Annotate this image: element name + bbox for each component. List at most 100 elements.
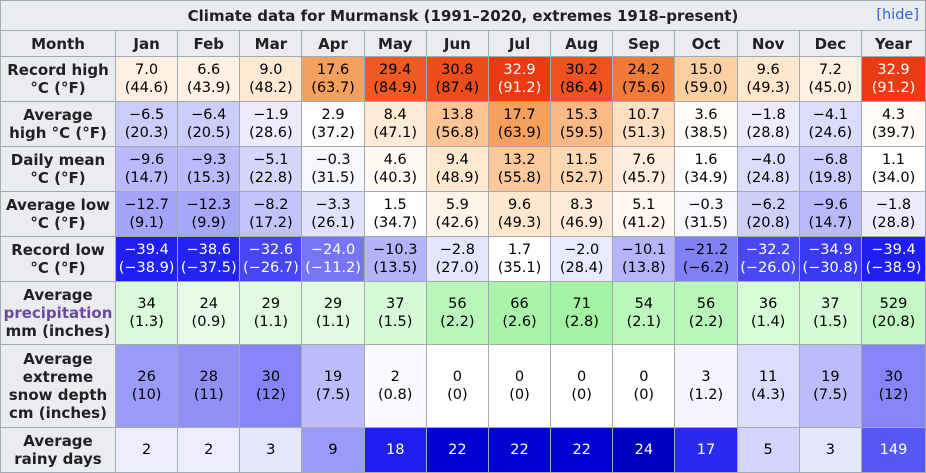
row-label-line: °C (°F) <box>30 169 86 187</box>
value-cell: 3.6 (38.5) <box>674 101 738 147</box>
primary-value: −24.0 <box>310 242 356 258</box>
primary-value: 30 <box>884 369 903 385</box>
secondary-value: (0) <box>633 387 655 403</box>
secondary-value: (49.3) <box>746 80 790 96</box>
header-month-cell: Feb <box>177 30 241 57</box>
header-month-cell: Nov <box>736 30 800 57</box>
secondary-value: (19.8) <box>808 170 853 186</box>
value-cell: 7.2 (45.0) <box>798 56 862 102</box>
value-cell: −9.3 (15.3) <box>177 146 241 192</box>
secondary-value: (7.5) <box>813 387 848 403</box>
value-cell: 56 (2.2) <box>425 281 489 345</box>
secondary-value: (45.0) <box>808 80 853 96</box>
value-cell: 17 <box>674 427 738 473</box>
year-value-cell: −39.4 (−38.9) <box>860 236 926 282</box>
secondary-value: (2.8) <box>564 314 599 330</box>
header-row: Month Jan Feb Mar Apr May Jun Jul Aug Sep Oct Nov De… <box>0 30 926 57</box>
caption-row: Climate data for Murmansk (1991–2020, ex… <box>0 0 926 31</box>
primary-value: −1.8 <box>875 197 912 213</box>
primary-value: −39.4 <box>871 242 916 258</box>
secondary-value: (0) <box>509 387 530 403</box>
value-cell: 13.2 (55.8) <box>487 146 552 192</box>
value-cell: 9.0 (48.2) <box>239 56 303 102</box>
value-cell: 2 <box>114 427 179 473</box>
header-month-cell: Jul <box>487 30 552 57</box>
value-cell: −4.1 (24.6) <box>798 101 862 147</box>
row-label-line: Average <box>23 106 93 124</box>
secondary-value: (13.5) <box>373 260 417 276</box>
value-cell: 26 (10) <box>114 344 179 428</box>
value-cell: 8.4 (47.1) <box>363 101 427 147</box>
value-cell: 29 (1.1) <box>239 281 303 345</box>
value-cell: 0 (0) <box>487 344 552 428</box>
primary-value: −4.0 <box>750 152 786 168</box>
value-cell: −34.9 (−30.8) <box>798 236 862 282</box>
secondary-value: (15.3) <box>186 170 231 186</box>
secondary-value: (1.2) <box>688 387 724 403</box>
secondary-value: (20.8) <box>746 215 790 231</box>
value-cell: −1.8 (28.8) <box>736 101 800 147</box>
row-label-line: °C (°F) <box>30 259 86 277</box>
primary-value: −9.3 <box>191 152 227 168</box>
value-cell: 7.0 (44.6) <box>114 56 179 102</box>
header-month-cell: Dec <box>798 30 862 57</box>
value-cell: −10.3 (13.5) <box>363 236 427 282</box>
value-cell: 54 (2.1) <box>612 281 676 345</box>
secondary-value: (1.4) <box>750 314 786 330</box>
hide-link[interactable]: [hide] <box>876 7 919 23</box>
secondary-value: (1.1) <box>315 314 351 330</box>
primary-value: 66 <box>510 296 529 312</box>
value-cell: 2 <box>177 427 241 473</box>
primary-value: 19 <box>821 369 840 385</box>
secondary-value: (42.6) <box>435 215 480 231</box>
value-cell: −10.1 (13.8) <box>612 236 676 282</box>
year-value-cell: 4.3 (39.7) <box>860 101 926 147</box>
primary-value: 26 <box>137 369 156 385</box>
primary-value: 0 <box>514 369 525 385</box>
primary-value: −6.5 <box>128 107 165 123</box>
secondary-value: (24.8) <box>746 170 790 186</box>
header-month-cell: Aug <box>550 30 614 57</box>
primary-value: 149 <box>879 442 908 458</box>
value-cell: 3 <box>239 427 303 473</box>
secondary-value: (0.9) <box>191 314 226 330</box>
primary-value: 13.8 <box>441 107 474 123</box>
row-label-line[interactable]: precipitation <box>3 304 113 322</box>
secondary-value: (22.8) <box>249 170 293 186</box>
header-year: Year <box>860 30 926 57</box>
primary-value: 30.2 <box>565 62 598 78</box>
secondary-value: (44.6) <box>124 80 169 96</box>
primary-value: −3.3 <box>315 197 351 213</box>
primary-value: 0 <box>452 369 462 385</box>
table-title: Climate data for Murmansk (1991–2020, ex… <box>187 6 739 25</box>
value-cell: −32.2 (−26.0) <box>736 236 800 282</box>
value-cell: −9.6 (14.7) <box>798 191 862 237</box>
value-cell: 17.6 (63.7) <box>301 56 365 102</box>
value-cell: 3 (1.2) <box>674 344 738 428</box>
year-value-cell: 149 <box>860 427 926 473</box>
secondary-value: (1.5) <box>378 314 413 330</box>
primary-value: −6.8 <box>812 152 848 168</box>
primary-value: 2 <box>141 442 152 458</box>
secondary-value: (28.6) <box>249 125 293 141</box>
row-label: Average precipitation mm (inches) <box>0 281 116 345</box>
secondary-value: (9.9) <box>191 215 226 231</box>
header-month-cell: Oct <box>674 30 738 57</box>
value-cell: −2.8 (27.0) <box>425 236 489 282</box>
secondary-value: (12) <box>878 387 909 403</box>
value-cell: −9.6 (14.7) <box>114 146 179 192</box>
primary-value: −12.7 <box>124 197 169 213</box>
row-average-low: Average low °C (°F) −12.7 (9.1) −12.3 (9.9) −8… <box>0 191 926 237</box>
secondary-value: (55.8) <box>497 170 542 186</box>
primary-value: 2 <box>204 442 214 458</box>
secondary-value: (41.2) <box>622 215 666 231</box>
value-cell: 13.8 (56.8) <box>425 101 489 147</box>
primary-value: 1.5 <box>383 197 407 213</box>
primary-value: −2.0 <box>564 242 600 258</box>
primary-value: 19 <box>323 369 343 385</box>
row-daily-mean: Daily mean °C (°F) −9.6 (14.7) −9.3 (15.3) −5.… <box>0 146 926 192</box>
primary-value: −1.8 <box>750 107 786 123</box>
primary-value: −12.3 <box>186 197 231 213</box>
value-cell: 37 (1.5) <box>363 281 427 345</box>
secondary-value: (0) <box>447 387 468 403</box>
